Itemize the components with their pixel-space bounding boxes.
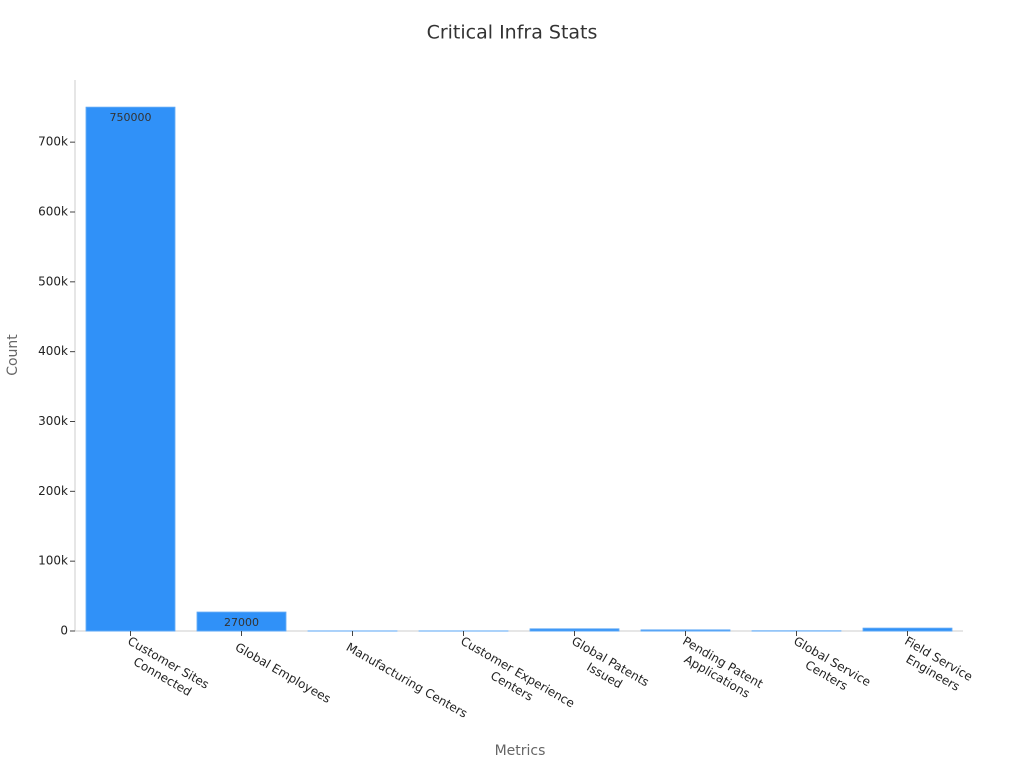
y-tick-label: 400k	[38, 344, 68, 358]
x-tick-label-line: Customer Experience	[459, 633, 581, 712]
x-tick-label-line: Global Employees	[233, 640, 333, 706]
bar	[862, 627, 953, 632]
x-tick-label-line: Manufacturing Centers	[344, 640, 470, 721]
x-tick-label: Customer Sites Connected	[118, 633, 215, 706]
y-tick-label: 0	[60, 624, 68, 638]
x-tick-label: Pending Patent Applications	[673, 633, 769, 705]
bar	[85, 106, 176, 632]
y-tick-label: 300k	[38, 414, 68, 428]
x-tick-label: Field Service Engineers	[895, 633, 979, 698]
chart-title: Critical Infra Stats	[427, 22, 598, 44]
y-axis-title: Count	[5, 334, 21, 376]
y-tick-label: 500k	[38, 274, 68, 288]
y-tick-label: 100k	[38, 554, 68, 568]
x-axis-title: Metrics	[495, 743, 546, 759]
x-tick-label: Manufacturing Centers	[344, 640, 470, 721]
value-label: 27000	[224, 616, 259, 629]
x-tick-label: Customer Experience Centers	[451, 633, 581, 725]
bar	[529, 628, 620, 632]
value-label: 750000	[110, 111, 152, 124]
x-tick-label: Global Patents Issued	[562, 633, 655, 703]
y-tick-label: 700k	[38, 135, 68, 149]
y-tick-label: 600k	[38, 204, 68, 218]
y-tick-label: 200k	[38, 484, 68, 498]
bar	[640, 629, 731, 632]
x-tick-label: Global Employees	[233, 640, 333, 706]
x-tick-label: Global Service Centers	[784, 633, 877, 703]
